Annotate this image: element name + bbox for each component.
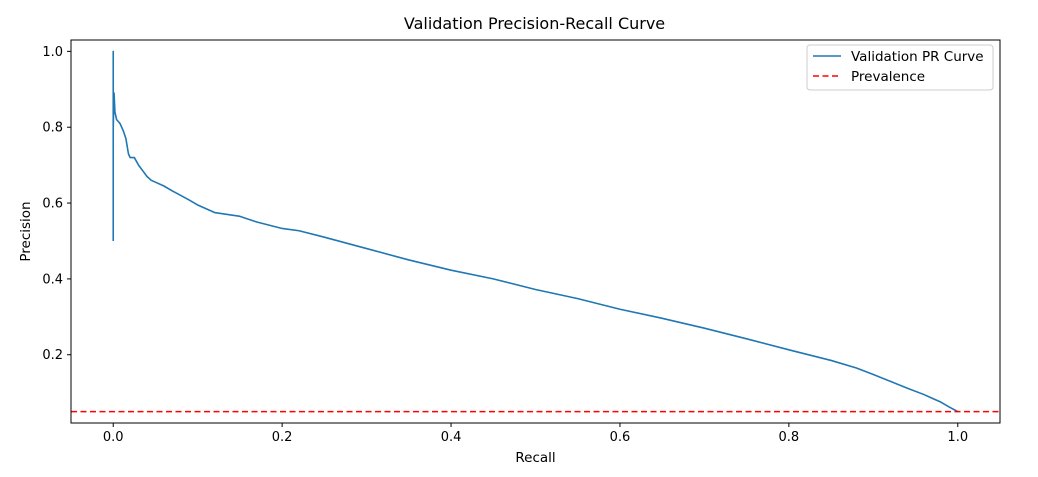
y-tick-label: 0.2 [42,348,63,363]
y-tick-label: 1.0 [42,45,63,60]
x-tick-label: 0.8 [779,430,800,445]
y-tick-label: 0.8 [42,121,63,136]
x-tick-label: 0.4 [441,430,462,445]
plot-area [71,50,1000,413]
y-axis-label: Precision [18,201,34,261]
x-tick-label: 1.0 [947,430,968,445]
legend: Validation PR Curve Prevalence [806,44,994,91]
legend-label-pr-curve: Validation PR Curve [851,49,984,65]
chart-title: Validation Precision-Recall Curve [404,14,665,33]
x-axis-label: Recall [515,450,555,466]
series-pr-curve-line [112,50,959,413]
x-axis: 0.0 0.2 0.4 0.6 0.8 1.0 [103,423,968,445]
y-tick-label: 0.4 [42,272,63,287]
legend-box [806,44,994,91]
legend-label-prevalence: Prevalence [851,69,925,85]
plot-frame [70,39,1001,424]
x-tick-label: 0.0 [103,430,124,445]
y-axis: 0.2 0.4 0.6 0.8 1.0 [42,45,71,363]
x-tick-label: 0.2 [272,430,293,445]
x-tick-label: 0.6 [610,430,631,445]
y-tick-label: 0.6 [42,197,63,212]
